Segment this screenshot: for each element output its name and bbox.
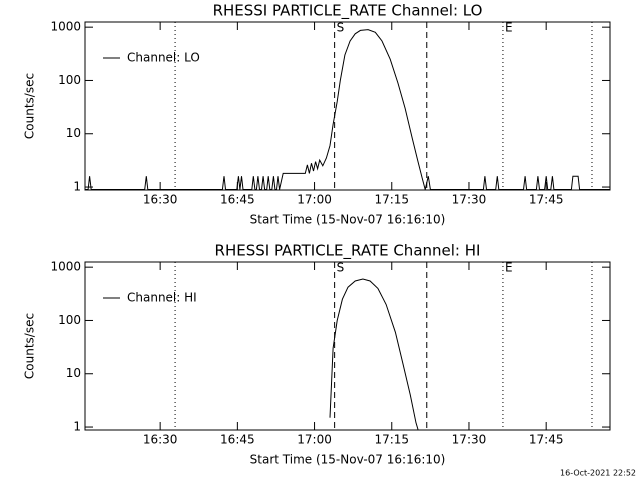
- x-tick-label: 17:00: [297, 433, 332, 447]
- y-tick-label: 1: [73, 420, 81, 434]
- v-line-label: S: [337, 21, 345, 35]
- legend-label: Channel: HI: [127, 291, 197, 305]
- x-tick-label: 17:30: [452, 193, 487, 207]
- footer: 16-Oct-2021 22:52: [560, 469, 636, 478]
- y-tick-label: 100: [58, 73, 81, 87]
- legend-label: Channel: LO: [127, 51, 200, 65]
- x-tick-label: 17:15: [374, 193, 409, 207]
- x-tick-label: 16:45: [220, 433, 255, 447]
- plot-frame: [84, 261, 611, 431]
- y-tick-label: 10: [66, 126, 81, 140]
- x-tick-label: 16:30: [143, 193, 178, 207]
- y-tick-label: 1000: [50, 20, 81, 34]
- y-tick-label: 1: [73, 180, 81, 194]
- x-axis-label: Start Time (15-Nov-07 16:16:10): [250, 213, 446, 227]
- chart-title: RHESSI PARTICLE_RATE Channel: LO: [213, 2, 483, 21]
- plot-frame: [84, 21, 611, 191]
- x-tick-label: 16:30: [143, 433, 178, 447]
- v-line-label: S: [337, 261, 345, 275]
- data-line: [329, 278, 419, 430]
- x-tick-label: 17:45: [529, 433, 564, 447]
- x-tick-label: 16:45: [220, 193, 255, 207]
- data-line: [85, 29, 610, 190]
- x-tick-label: 17:45: [529, 193, 564, 207]
- v-line-label: E: [505, 21, 513, 35]
- x-tick-label: 17:30: [452, 433, 487, 447]
- y-tick-label: 100: [58, 313, 81, 327]
- y-tick-label: 1000: [50, 260, 81, 274]
- x-tick-label: 17:15: [374, 433, 409, 447]
- y-axis-label: Counts/sec: [23, 313, 37, 379]
- x-tick-label: 17:00: [297, 193, 332, 207]
- y-tick-label: 10: [66, 366, 81, 380]
- y-axis-label: Counts/sec: [23, 73, 37, 139]
- v-line-label: E: [505, 261, 513, 275]
- x-axis-label: Start Time (15-Nov-07 16:16:10): [250, 453, 446, 467]
- chart-title: RHESSI PARTICLE_RATE Channel: HI: [215, 242, 481, 261]
